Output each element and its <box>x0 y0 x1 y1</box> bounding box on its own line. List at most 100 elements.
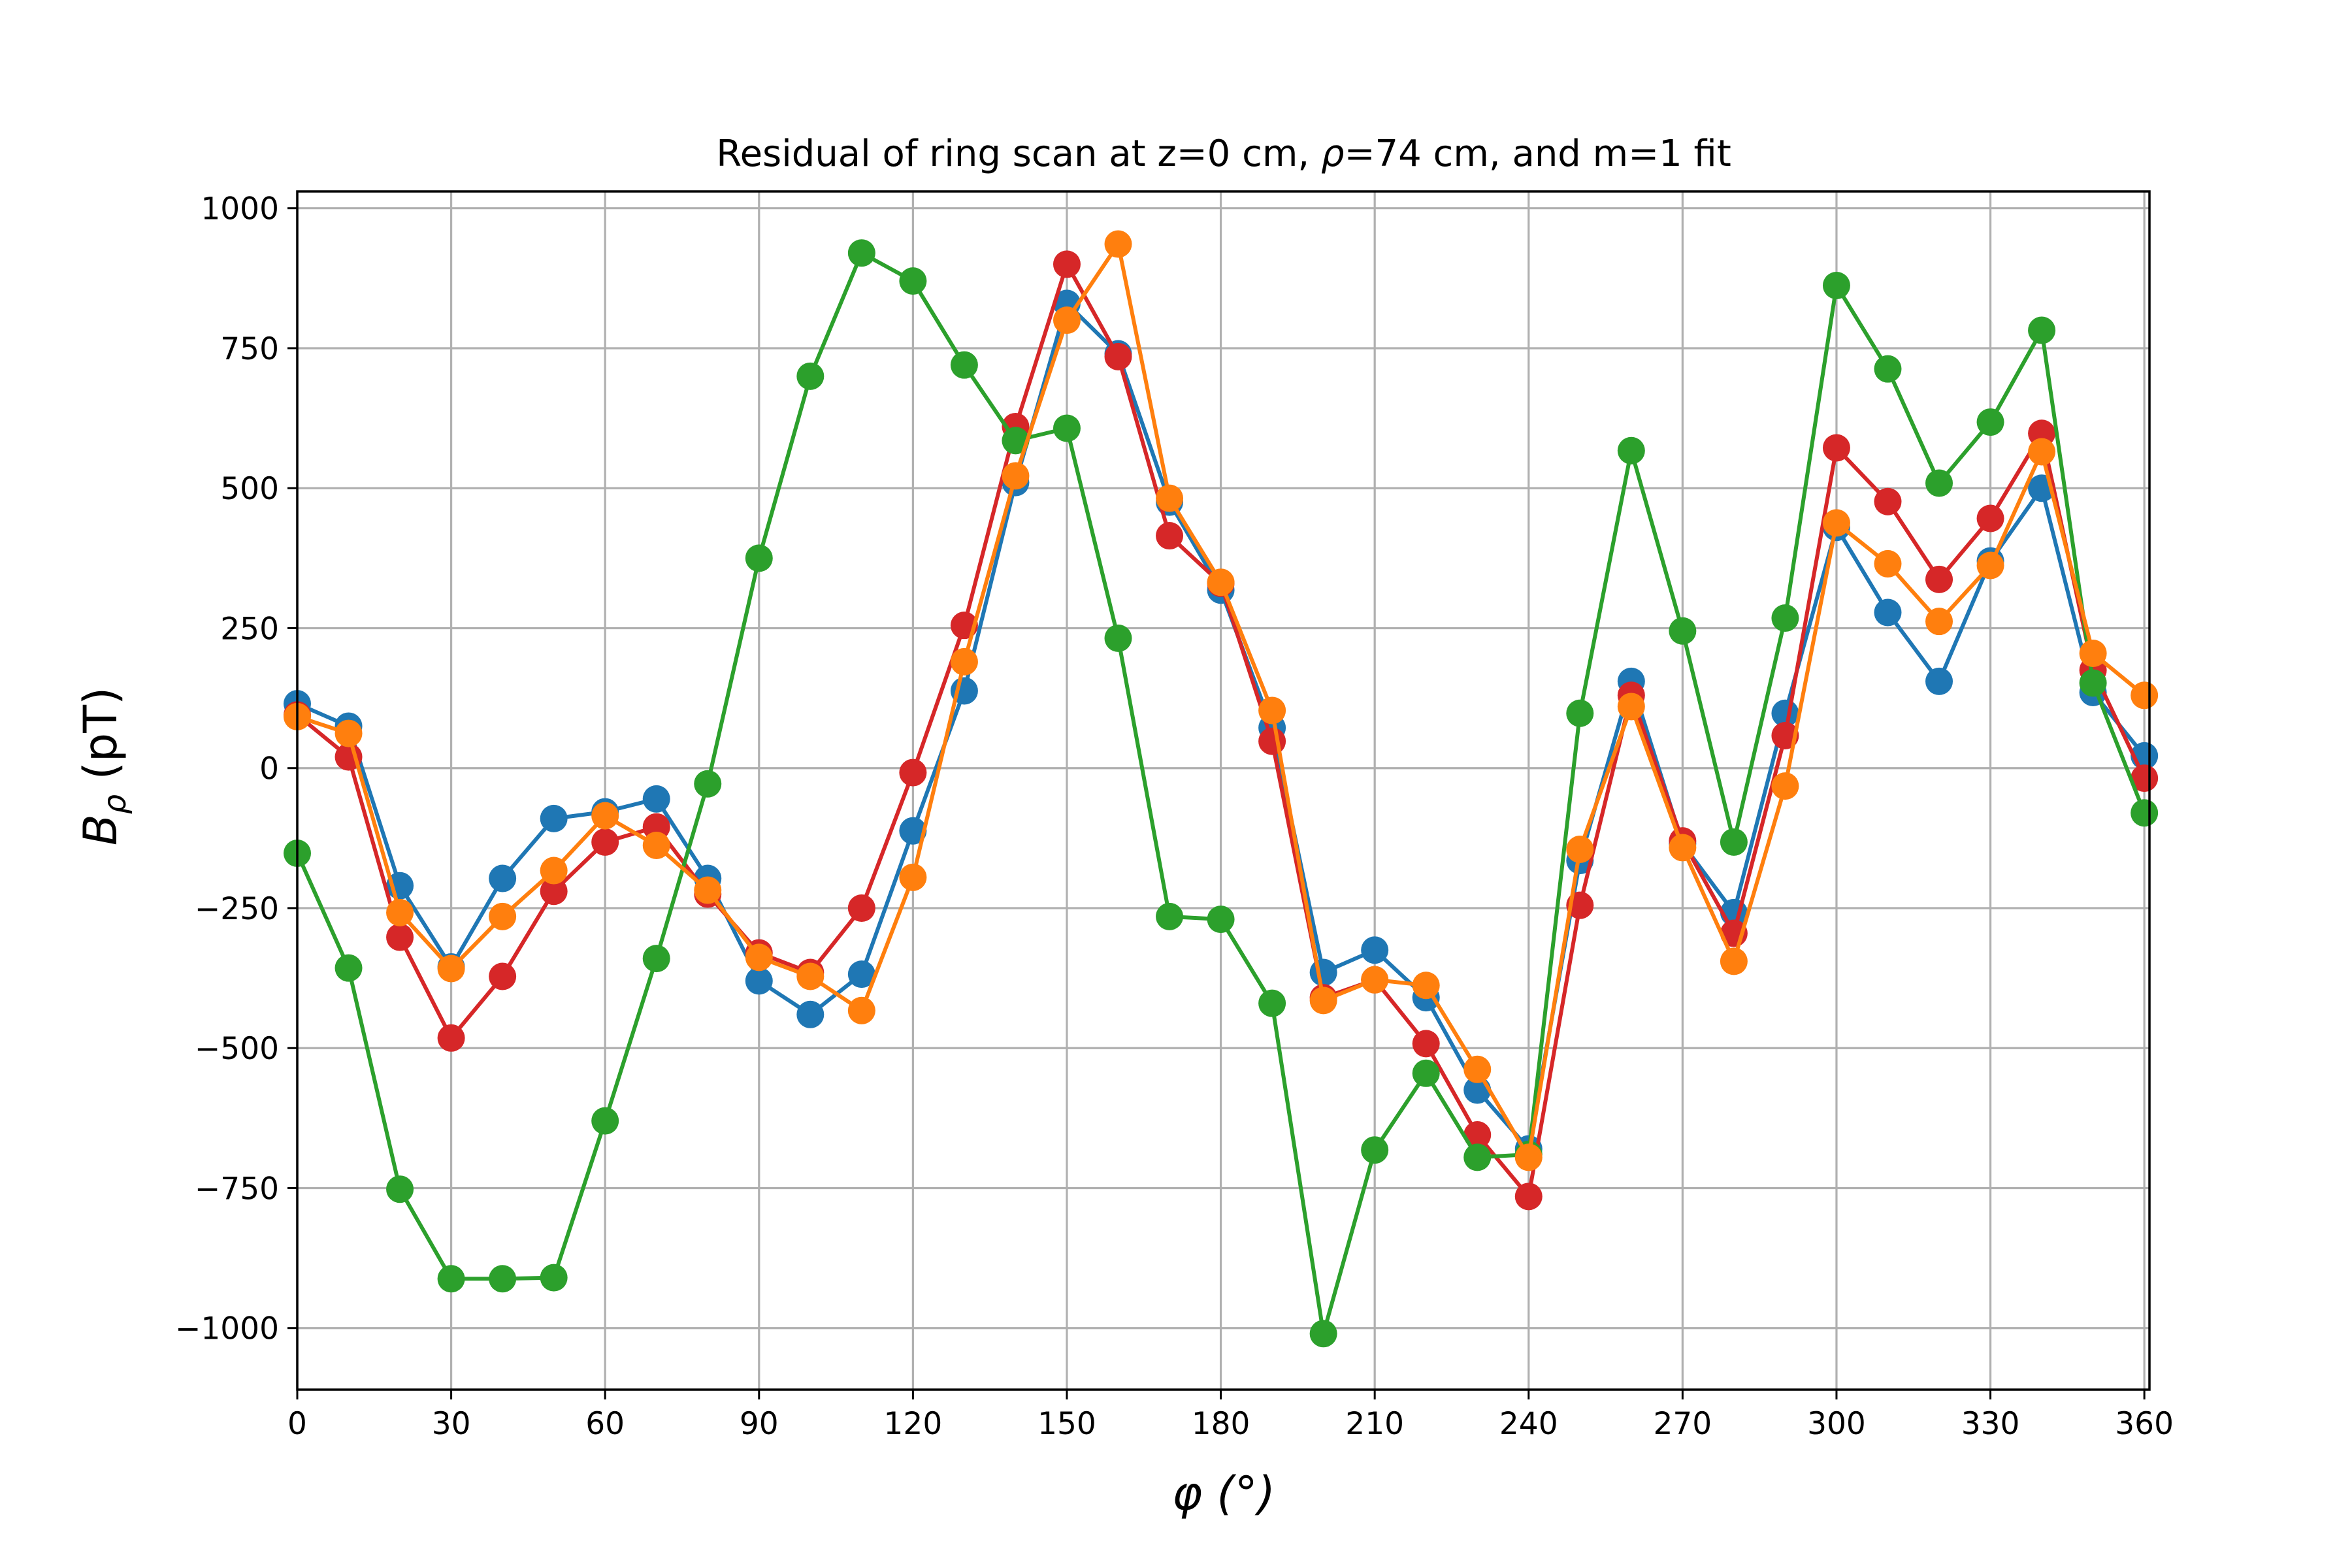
series-3-point <box>1976 408 2004 436</box>
x-tick-label: 300 <box>1807 1406 1866 1442</box>
x-tick-label: 60 <box>585 1406 625 1442</box>
series-1-point <box>1361 936 1389 964</box>
series-3-point <box>1361 1136 1389 1164</box>
series-3-point <box>1156 902 1184 930</box>
series-3-point <box>745 544 773 572</box>
series-3-point <box>1309 1320 1337 1348</box>
series-1-point <box>489 864 517 892</box>
series-2-point <box>1925 565 1953 593</box>
series-3-point <box>386 1175 414 1203</box>
x-tick-label: 180 <box>1192 1406 1250 1442</box>
series-4-point <box>1874 549 1902 578</box>
series-2-point <box>1976 504 2004 532</box>
series-3-point <box>847 239 875 267</box>
series-2-point <box>1463 1121 1492 1149</box>
series-4-point <box>1822 509 1850 537</box>
series-3-point <box>1104 624 1132 652</box>
y-tick-label: 500 <box>220 471 279 507</box>
series-4-point <box>1771 772 1799 800</box>
series-4-point <box>694 876 722 904</box>
series-4-point <box>386 898 414 926</box>
series-4-point <box>1156 484 1184 512</box>
series-4-point <box>1104 230 1132 258</box>
series-3-point <box>694 770 722 798</box>
series-4-point <box>1720 947 1748 975</box>
series-4-point <box>899 863 927 891</box>
series-4-point <box>950 647 978 676</box>
y-label-subscript: ρ <box>97 794 133 814</box>
axes: 0 30 60 90 120 150 180 210 240 270 300 330 360 1000 75… <box>175 190 2174 1442</box>
series-2-point <box>2131 764 2159 792</box>
series-3-point <box>1053 414 1081 442</box>
series-3-point <box>1002 427 1030 455</box>
series-2-point <box>591 828 619 856</box>
series-2-point <box>899 759 927 787</box>
series-4-point <box>1002 462 1030 490</box>
series-3-point <box>1463 1143 1492 1171</box>
y-tick-label: 250 <box>220 611 279 647</box>
series-2-point <box>1514 1183 1543 1211</box>
y-tick-label: −500 <box>195 1031 279 1067</box>
series-2-point <box>489 962 517 990</box>
title-text-before: Residual of ring scan at z=0 cm, <box>716 133 1321 175</box>
series-2-point <box>386 923 414 951</box>
series-4-point <box>437 955 465 983</box>
series-3-point <box>1412 1059 1440 1087</box>
title-rho-symbol: ρ <box>1321 133 1345 175</box>
series-3-point <box>540 1264 568 1292</box>
series-1-point <box>796 1000 825 1028</box>
series-3-point <box>1822 271 1850 299</box>
y-axis-label: Bρ (pT) <box>74 687 133 846</box>
series-3-point <box>1566 699 1594 727</box>
x-tick-label: 270 <box>1654 1406 1712 1442</box>
series-3-point <box>591 1107 619 1135</box>
series-4-point <box>1412 972 1440 1000</box>
series-2-point <box>1258 727 1286 755</box>
series-4-point <box>642 831 670 859</box>
y-tick-label: 750 <box>220 331 279 367</box>
x-tick-label: 30 <box>432 1406 471 1442</box>
series-4-point <box>1053 306 1081 335</box>
series-3-point <box>2079 669 2107 697</box>
series-4-point <box>1514 1143 1543 1171</box>
series-3-point <box>899 267 927 295</box>
series-4-point <box>1258 696 1286 725</box>
series-3-point <box>335 954 363 982</box>
x-tick-label: 0 <box>287 1406 307 1442</box>
series-2-point <box>1156 522 1184 550</box>
series-1-point <box>1874 598 1902 627</box>
series-4-point <box>591 802 619 830</box>
series-3-point <box>1925 469 1953 497</box>
chart-title: Residual of ring scan at z=0 cm, ρ=74 cm… <box>716 133 1731 175</box>
series-1-point <box>1309 958 1337 987</box>
x-tick-label: 330 <box>1961 1406 2020 1442</box>
series-4-point <box>1309 987 1337 1015</box>
series-1-point <box>847 960 875 988</box>
x-tick-label: 90 <box>740 1406 779 1442</box>
series-4-point <box>1566 835 1594 863</box>
series-3-point <box>950 351 978 379</box>
series-4-point <box>1925 608 1953 636</box>
x-tick-label: 120 <box>884 1406 943 1442</box>
y-tick-label: 0 <box>259 751 279 787</box>
series-4-point <box>796 962 825 990</box>
series-4-point <box>489 902 517 930</box>
series-3-point <box>2028 316 2056 344</box>
series-1-point <box>899 817 927 845</box>
series-2-point <box>540 877 568 906</box>
y-label-unit: (pT) <box>74 687 127 794</box>
y-tick-label: 1000 <box>201 191 279 227</box>
series-2-point <box>437 1024 465 1052</box>
series-3-point <box>642 945 670 973</box>
series-3-point <box>1874 355 1902 383</box>
x-tick-label: 240 <box>1499 1406 1558 1442</box>
series-4-point <box>2131 681 2159 710</box>
series-3-point <box>1258 989 1286 1017</box>
x-tick-label: 150 <box>1037 1406 1096 1442</box>
series-3-point <box>1720 828 1748 856</box>
series-3-point <box>1207 906 1235 934</box>
series-1-point <box>745 967 773 995</box>
series-1-point <box>540 804 568 832</box>
series-4-point <box>1463 1055 1492 1083</box>
